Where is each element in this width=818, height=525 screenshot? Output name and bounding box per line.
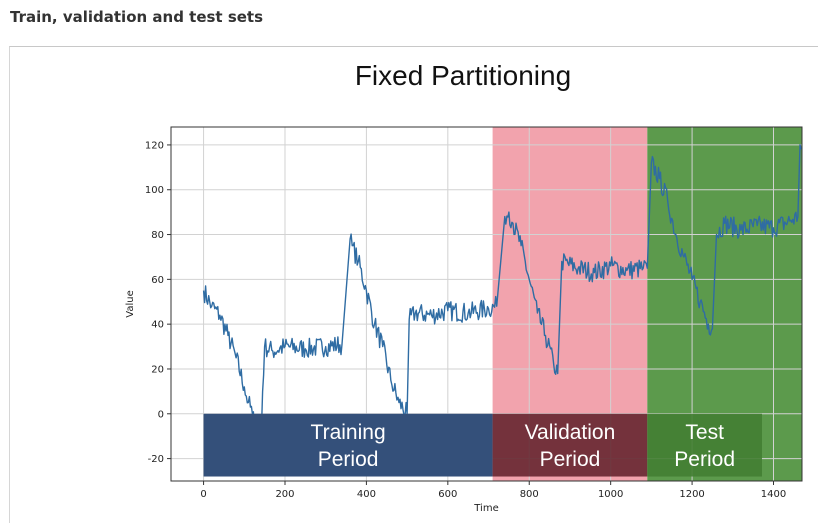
y-tick-label: 80: [151, 230, 164, 241]
time-series-line: [202, 144, 802, 460]
y-axis-label: Value: [125, 290, 136, 317]
y-tick-label: 60: [151, 275, 164, 286]
test-period-box: Test Period: [647, 413, 762, 477]
test-label-line2: Period: [674, 448, 735, 471]
x-tick-label: 400: [357, 489, 376, 500]
validation-period-box: Validation Period: [492, 413, 648, 477]
training-period-box: Training Period: [203, 413, 493, 477]
y-tick-label: 40: [151, 320, 164, 331]
validation-label-line2: Period: [540, 448, 601, 471]
x-tick-label: 200: [275, 489, 294, 500]
x-tick-label: 1200: [679, 489, 704, 500]
y-tick-label: 120: [145, 140, 164, 151]
x-tick-label: 600: [438, 489, 457, 500]
validation-label-line1: Validation: [525, 421, 616, 444]
x-axis-label: Time: [473, 503, 498, 514]
fixed-partitioning-chart: Fixed Partitioning TrainingPeriodValidat…: [125, 60, 803, 514]
plot-frame: [170, 126, 803, 482]
y-tick-label: 0: [158, 409, 164, 420]
training-label-line1: Training: [311, 421, 386, 444]
y-tick-label: 20: [151, 364, 164, 375]
x-tick-label: 0: [200, 489, 206, 500]
x-tick-label: 800: [520, 489, 539, 500]
slide-frame: Fixed Partitioning Training Period Validat…: [9, 46, 818, 523]
y-tick-label: -20: [148, 454, 164, 465]
slide-title: Fixed Partitioning: [355, 60, 571, 91]
training-label-line2: Period: [318, 448, 379, 471]
y-tick-label: 100: [145, 185, 164, 196]
x-tick-label: 1400: [761, 489, 786, 500]
page-heading: Train, validation and test sets: [10, 8, 264, 26]
test-label-line1: Test: [685, 421, 724, 444]
x-tick-label: 1000: [598, 489, 623, 500]
